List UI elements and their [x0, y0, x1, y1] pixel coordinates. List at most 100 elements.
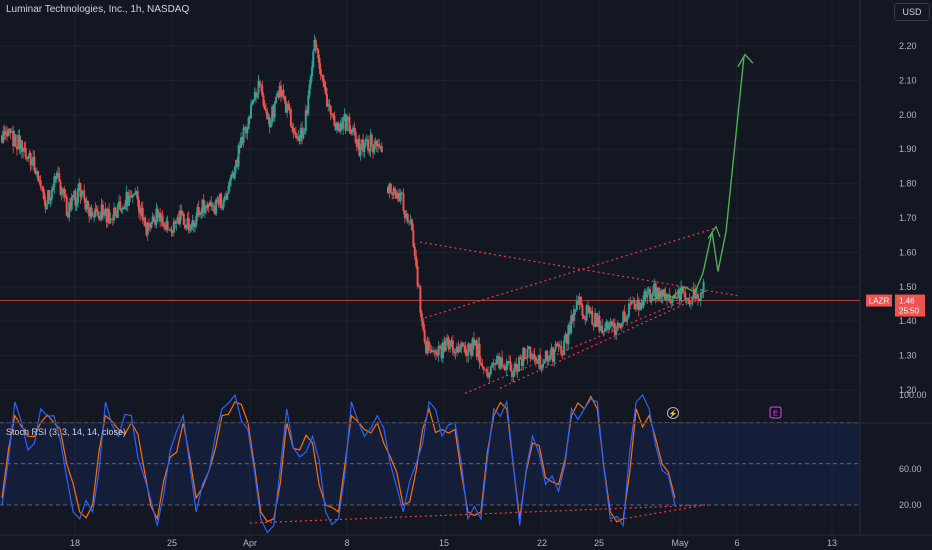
- candle: [131, 193, 134, 204]
- candle: [262, 92, 265, 108]
- candle: [588, 305, 591, 318]
- price-tick-label: 1.20: [899, 385, 917, 395]
- candle: [313, 34, 316, 52]
- candle: [57, 166, 60, 178]
- symbol-badge-label: LAZR: [869, 297, 890, 306]
- candle: [28, 149, 31, 159]
- candle: [17, 130, 20, 150]
- candle: [456, 342, 459, 357]
- candle: [30, 159, 33, 170]
- candle: [646, 286, 649, 305]
- candle: [76, 183, 79, 209]
- candle: [567, 322, 570, 351]
- candle: [626, 314, 629, 324]
- candle: [197, 200, 200, 218]
- candle: [556, 341, 559, 347]
- candle: [273, 101, 276, 123]
- stoch-rsi-pane: [0, 422, 860, 506]
- candle: [251, 99, 254, 106]
- candle: [332, 112, 335, 120]
- candle: [103, 210, 106, 219]
- candle: [282, 84, 285, 99]
- candle: [603, 322, 606, 333]
- candle: [64, 189, 67, 199]
- candle: [688, 293, 691, 308]
- candle: [14, 133, 17, 148]
- candle: [238, 140, 241, 154]
- candle: [89, 206, 92, 220]
- candle: [501, 350, 504, 370]
- candle: [104, 202, 107, 216]
- candle: [348, 113, 351, 134]
- candle: [601, 318, 604, 335]
- candle: [184, 218, 187, 230]
- candle: [608, 321, 611, 333]
- candle: [625, 314, 628, 324]
- candle: [399, 189, 402, 205]
- candle: [50, 186, 53, 205]
- candle: [123, 203, 126, 210]
- candle: [529, 346, 532, 362]
- candle: [394, 186, 397, 199]
- candle: [675, 297, 678, 300]
- candle: [106, 207, 109, 228]
- stoch-d-line: [1, 395, 676, 523]
- candle: [598, 310, 601, 334]
- time-tick-label: 22: [537, 538, 547, 548]
- candle: [618, 322, 621, 328]
- candle: [297, 130, 300, 142]
- candle: [481, 358, 484, 370]
- candle: [70, 192, 73, 212]
- candle: [222, 197, 225, 211]
- candle: [25, 156, 28, 162]
- candle: [546, 349, 549, 367]
- candle: [203, 200, 206, 218]
- candle: [312, 49, 315, 69]
- candle: [170, 225, 173, 238]
- candle: [541, 358, 544, 371]
- candle: [311, 60, 314, 81]
- candle: [271, 104, 274, 126]
- candle: [157, 211, 160, 223]
- candle: [539, 348, 542, 371]
- candle: [401, 191, 404, 195]
- candle: [701, 290, 704, 299]
- candle: [240, 132, 243, 149]
- candle: [636, 293, 639, 311]
- candle: [637, 296, 640, 317]
- candle: [642, 295, 645, 309]
- candle: [372, 144, 375, 159]
- candle: [695, 289, 698, 299]
- candle: [392, 185, 395, 199]
- candle: [568, 320, 571, 336]
- event-markers[interactable]: ⚡ E: [667, 406, 782, 419]
- candle: [167, 229, 170, 231]
- candle: [432, 346, 435, 354]
- time-tick-label: 13: [827, 538, 837, 548]
- candle: [195, 212, 198, 229]
- candle: [657, 287, 660, 301]
- candle: [206, 201, 209, 211]
- candle: [519, 354, 522, 360]
- last-price-label: 1.46: [899, 297, 915, 306]
- projection-arrowhead: [737, 53, 754, 67]
- candle: [578, 292, 581, 311]
- candle: [208, 199, 211, 207]
- stoch-k-line: [1, 393, 676, 534]
- candle: [477, 336, 480, 361]
- candle: [1, 134, 3, 144]
- upper-channel-trendline: [424, 227, 716, 319]
- currency-button[interactable]: USD: [894, 3, 930, 21]
- candle: [7, 128, 10, 137]
- candle: [118, 194, 121, 210]
- candle: [156, 205, 159, 222]
- candle: [294, 126, 297, 138]
- candle: [335, 121, 338, 134]
- candle: [144, 215, 147, 228]
- candle: [71, 195, 74, 202]
- indicator-label[interactable]: Stoch RSI (3, 3, 14, 14, close): [6, 427, 127, 437]
- candle: [651, 285, 654, 300]
- candle: [532, 350, 535, 361]
- candle: [12, 125, 15, 153]
